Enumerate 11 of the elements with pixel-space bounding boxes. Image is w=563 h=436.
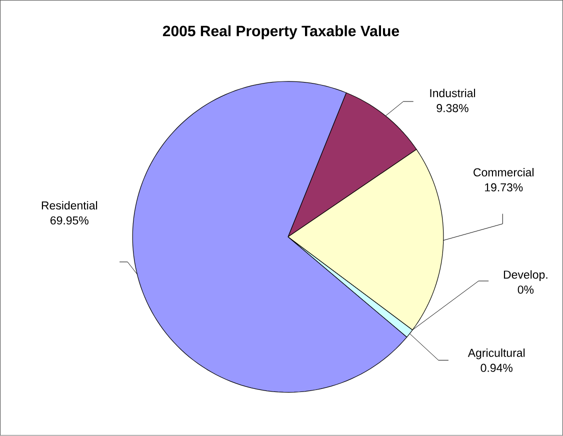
data-label: 19.73%	[485, 183, 523, 192]
slice-label: Industrial	[430, 88, 476, 98]
chart-title: 2005 Real Property Taxable Value	[162, 25, 400, 40]
data-label: 9.38%	[436, 104, 468, 112]
legend-label: Agricultural	[468, 348, 525, 360]
text: 0%	[518, 286, 534, 294]
category-label: Develop.	[504, 270, 548, 282]
slice-label: Commercial	[474, 168, 534, 177]
slice-label: Residential	[42, 201, 98, 210]
data-label: 0.94%	[480, 364, 512, 372]
data-label: 69.95%	[50, 216, 88, 225]
